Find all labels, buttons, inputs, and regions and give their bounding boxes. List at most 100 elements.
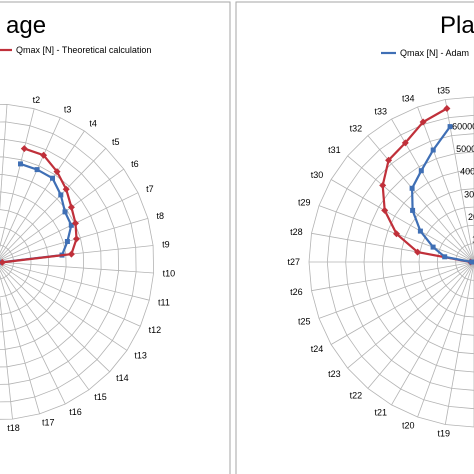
right-point-1 (381, 206, 389, 214)
left-grid-spoke (0, 269, 66, 405)
left-category-label: t5 (112, 137, 120, 147)
left-category-label: t2 (33, 95, 41, 105)
left-grid-spoke (0, 266, 90, 391)
right-radial-tick-label: 30000 (464, 189, 474, 199)
left-grid-spoke (0, 130, 85, 257)
left-grid-spoke (0, 117, 61, 255)
left-category-label: t12 (149, 325, 162, 335)
right-point-0 (409, 185, 415, 191)
right-legend: Qmax [N] - Adam (381, 48, 469, 58)
right-category-label: t26 (290, 287, 303, 297)
left-point-1 (62, 209, 68, 215)
right-category-label: t20 (402, 421, 415, 431)
right-chart-title: Plas (440, 12, 474, 39)
right-grid-spoke (417, 261, 474, 418)
right-point-1 (385, 156, 393, 164)
right-radial-tick-label: 40000 (460, 167, 474, 177)
right-point-0 (417, 228, 423, 234)
left-grid-spoke (0, 104, 8, 211)
right-radial-tick-label: 60000 (452, 122, 474, 132)
right-radial-tick-label: 20000 (468, 212, 474, 222)
right-category-label: t28 (290, 227, 303, 237)
left-series-layer (0, 145, 80, 266)
left-point-1 (18, 161, 23, 167)
left-category-label: t4 (89, 119, 97, 129)
right-category-label: t33 (374, 106, 387, 116)
right-point-0 (418, 168, 424, 174)
right-grid-spoke (367, 261, 474, 389)
left-grid-spoke (0, 265, 110, 373)
right-point-1 (443, 105, 451, 112)
left-legend-label: Qmax [N] - Theoretical calculation (16, 45, 151, 55)
left-point-1 (34, 167, 40, 173)
left-grid-spoke (0, 261, 154, 274)
right-category-label: t34 (402, 94, 415, 104)
left-category-label: t6 (131, 159, 139, 169)
left-category-label: t9 (162, 240, 170, 250)
right-point-1 (393, 230, 400, 238)
left-point-0 (0, 258, 6, 266)
left-grid-spoke (0, 108, 35, 248)
right-grid-spoke (417, 106, 474, 263)
left-grid-spoke (0, 263, 141, 327)
right-grid-spoke (444, 261, 474, 425)
right-radial-tick-label: 50000 (456, 144, 474, 154)
left-grid-spoke (0, 192, 139, 261)
right-grid-spoke (391, 261, 474, 406)
left-point-0 (40, 151, 48, 159)
right-category-label: t29 (298, 198, 311, 208)
left-category-label: t18 (7, 423, 20, 433)
right-category-label: t35 (438, 86, 451, 96)
right-category-label: t22 (350, 390, 363, 400)
right-point-1 (419, 118, 427, 126)
right-grid-spoke (347, 261, 474, 369)
right-category-label: t25 (298, 317, 311, 327)
right-category-label: t32 (350, 124, 363, 134)
left-chart: t2 t3 t4 t5 t6 t7 t8 t9 t10 t11 t12 t13 t14 t15 t16 t17… (0, 1, 231, 474)
left-point-0 (73, 235, 80, 243)
right-category-label: t21 (374, 408, 387, 418)
right-point-0 (469, 259, 474, 265)
right-series-layer (379, 105, 474, 266)
left-point-0 (67, 203, 75, 211)
left-point-1 (68, 222, 74, 228)
right-grid-spoke (318, 261, 474, 319)
left-grid-spoke (0, 218, 149, 262)
right-category-label: t19 (438, 428, 451, 438)
left-point-0 (20, 145, 28, 153)
right-point-0 (442, 254, 448, 260)
right-radial-tick-label: 10000 (472, 234, 474, 244)
left-category-label: t10 (163, 269, 176, 279)
left-category-labels: t2 t3 t4 t5 t6 t7 t8 t9 t10 t11 t12 t13 t14 t15 t16 t17… (7, 95, 175, 433)
left-category-label: t11 (158, 297, 170, 307)
left-point-1 (64, 239, 70, 244)
right-point-1 (401, 139, 409, 147)
left-point-1 (50, 175, 55, 181)
right-grid-spoke (330, 261, 474, 345)
left-grid-spoke (0, 168, 125, 260)
right-chart: t35 t34 t33 t32 t31 t30 t29 t28 t27 t26 t25 t24 t23 t… (235, 1, 474, 474)
left-point-0 (67, 250, 75, 258)
right-grid-spoke (311, 261, 474, 292)
left-category-label: t17 (42, 418, 55, 428)
right-grid-spoke (330, 179, 474, 263)
left-category-label: t8 (157, 211, 165, 221)
right-chart-frame (235, 1, 474, 474)
left-point-0 (72, 219, 79, 227)
right-grid-spoke (367, 135, 474, 263)
right-point-0 (430, 147, 436, 153)
left-grid-spoke (0, 148, 107, 259)
right-category-label: t27 (287, 257, 300, 267)
right-category-labels: t35 t34 t33 t32 t31 t30 t29 t28 t27 t26 t25 t24 t23 t… (287, 86, 450, 439)
left-category-label: t16 (69, 407, 82, 417)
left-category-label: t13 (134, 350, 147, 360)
right-polar-grid (308, 96, 474, 428)
left-point-0 (53, 168, 61, 176)
left-point-1 (58, 192, 64, 198)
right-category-label: t31 (328, 145, 341, 155)
left-category-label: t7 (146, 184, 154, 194)
right-point-0 (410, 207, 416, 213)
right-radial-ticks: 10000 20000 30000 40000 50000 60000 (452, 122, 474, 245)
left-grid-spoke (0, 274, 40, 415)
